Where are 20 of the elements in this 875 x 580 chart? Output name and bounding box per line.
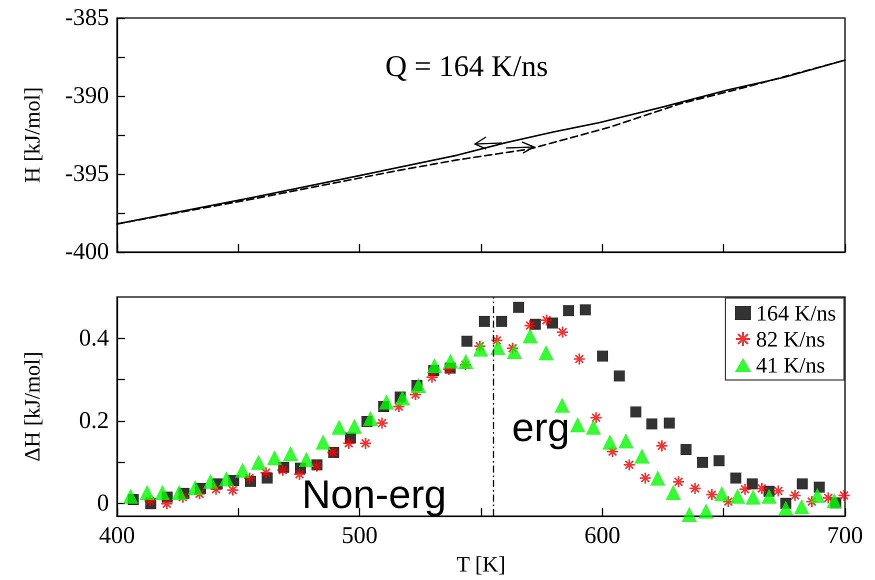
x-tick-label: 400 <box>99 523 135 550</box>
legend-label: 164 K/ns <box>756 300 836 326</box>
y-axis-title: H [kJ/mol] <box>20 87 44 183</box>
y-tick-label: 0.4 <box>79 325 109 352</box>
y-tick-label: -400 <box>65 239 109 265</box>
legend-label: 41 K/ns <box>756 352 825 378</box>
x-tick-label: 500 <box>342 523 378 550</box>
y-tick-label: -390 <box>65 83 109 109</box>
annotation: Non-erg <box>302 472 446 518</box>
y-tick-label: 0.2 <box>79 408 109 434</box>
x-tick-label: 600 <box>584 523 620 550</box>
y-tick-label: -395 <box>65 161 109 187</box>
annotation: erg <box>512 406 570 451</box>
annotation: Q = 164 K/ns <box>385 50 548 84</box>
y-tick-label: 0 <box>97 490 109 517</box>
y-axis-title: ΔH [kJ/mol] <box>20 352 44 462</box>
legend-label: 82 K/ns <box>756 326 825 352</box>
y-tick-label: -385 <box>65 5 109 31</box>
x-tick-label: 700 <box>827 523 863 550</box>
x-axis-title: T [K] <box>456 552 506 576</box>
